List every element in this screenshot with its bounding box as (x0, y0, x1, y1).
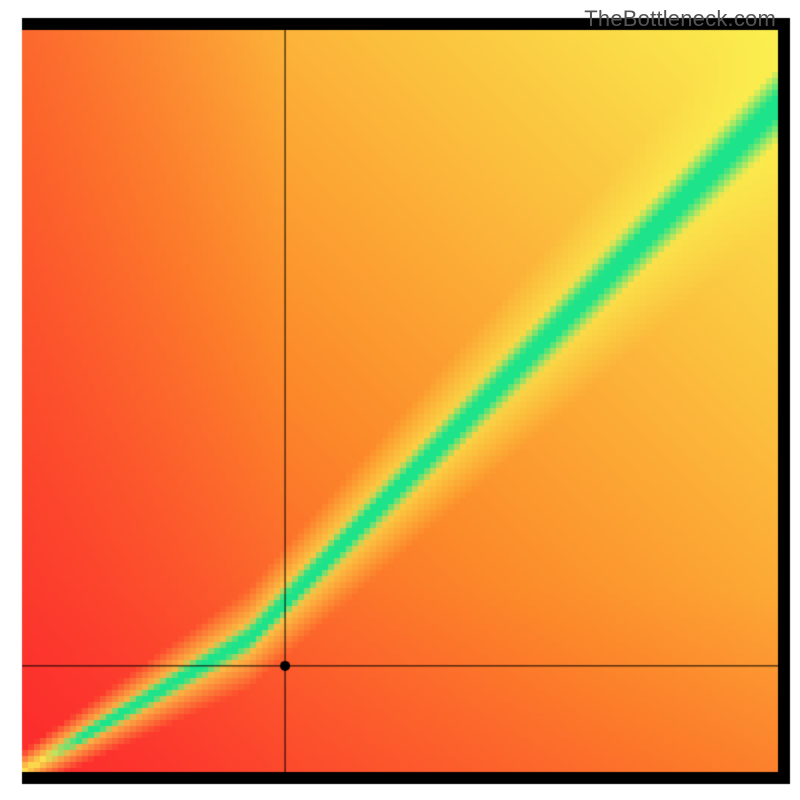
heatmap-canvas (0, 0, 800, 800)
chart-container: TheBottleneck.com (0, 0, 800, 800)
watermark-text: TheBottleneck.com (584, 6, 776, 32)
